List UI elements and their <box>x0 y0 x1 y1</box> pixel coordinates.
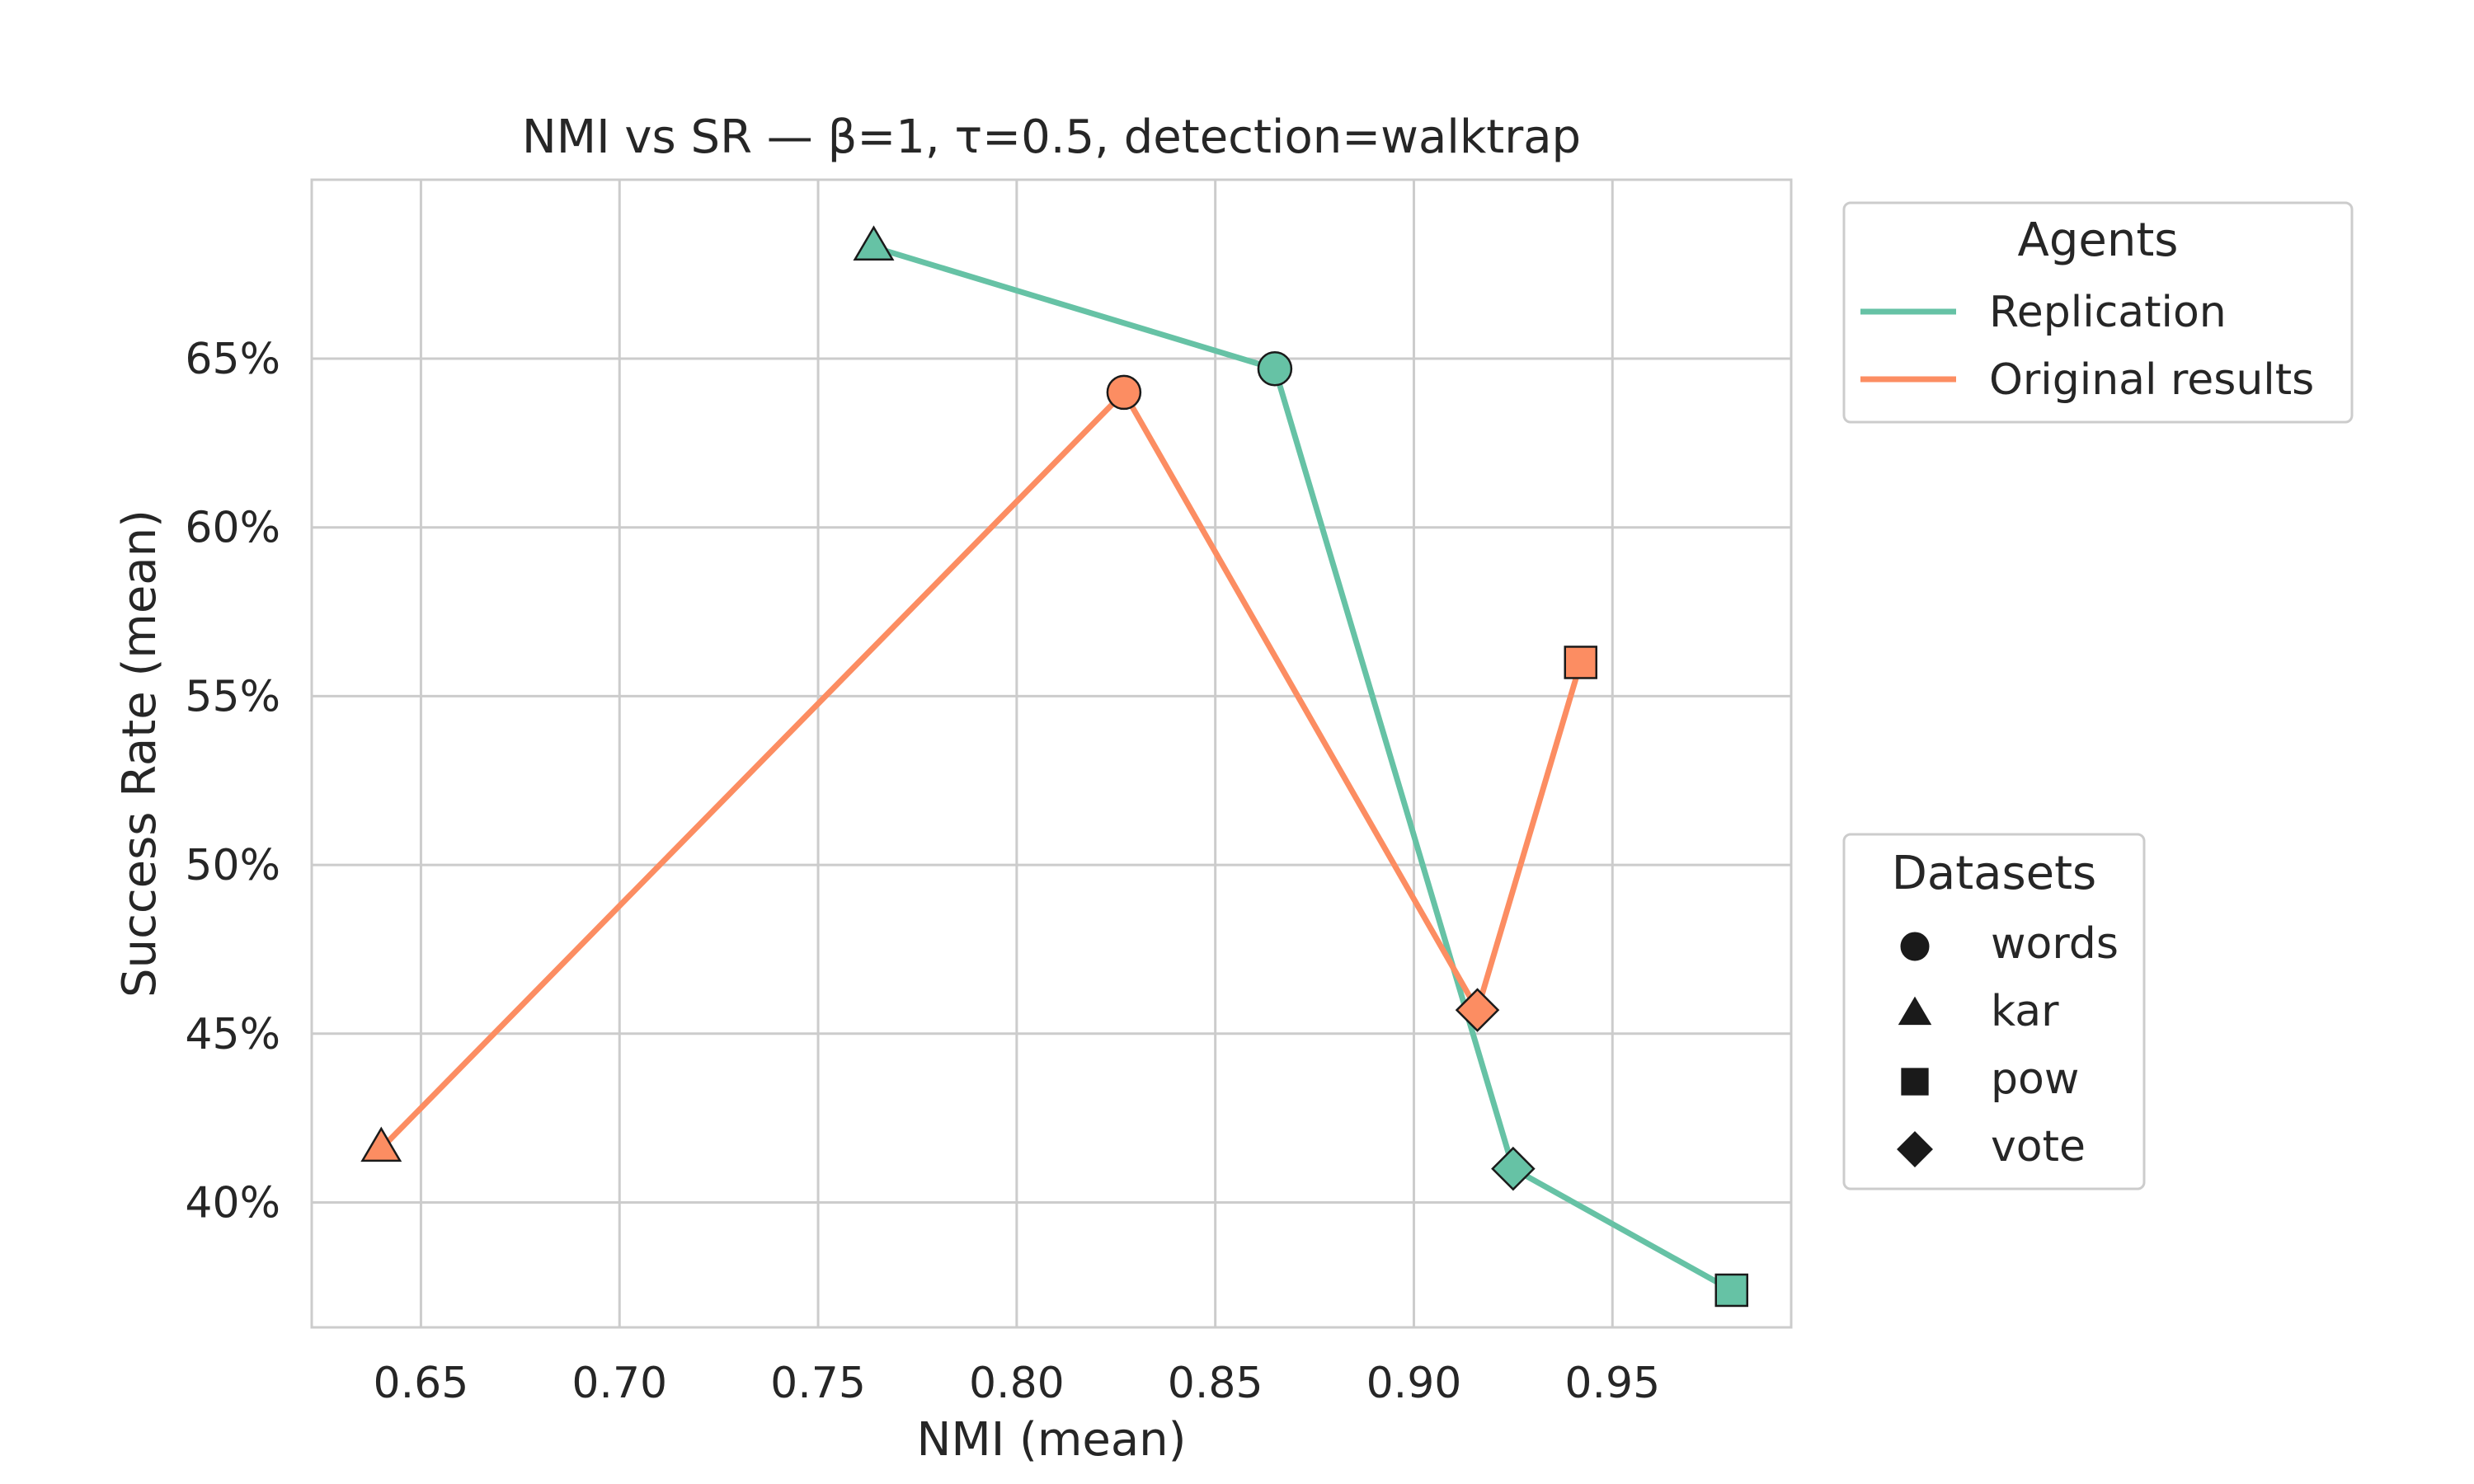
plot-frame <box>310 178 1793 1329</box>
y-tick-label: 45% <box>185 1010 280 1059</box>
y-tick-label: 40% <box>185 1179 280 1228</box>
x-tick-label: 0.80 <box>969 1359 1065 1408</box>
legend-datasets-label-vote: vote <box>1991 1122 2086 1172</box>
legend-marker-pow <box>1901 1068 1929 1096</box>
y-tick-label: 50% <box>185 841 280 890</box>
legend-datasets-title: Datasets <box>1892 847 2096 900</box>
legend-datasets-markers <box>1897 932 1933 1167</box>
y-tick-label: 60% <box>185 504 280 553</box>
chart-title: NMI vs SR — β=1, τ=0.5, detection=walktr… <box>522 110 1581 164</box>
x-tick-label: 0.90 <box>1366 1359 1462 1408</box>
x-tick-label: 0.65 <box>374 1359 469 1408</box>
x-tick-label: 0.85 <box>1168 1359 1263 1408</box>
x-tick-labels: 0.65 0.70 0.75 0.80 0.85 0.90 0.95 <box>374 1359 1661 1408</box>
y-tick-label: 65% <box>185 335 280 384</box>
point-replication-vote <box>1491 1146 1536 1191</box>
legend-marker-vote <box>1897 1131 1933 1167</box>
legend-datasets-label-kar: kar <box>1991 987 2059 1036</box>
y-tick-labels: 40% 45% 50% 55% 60% 65% <box>185 335 280 1228</box>
point-replication-kar <box>853 225 895 261</box>
legend-datasets: Datasets words kar pow vote <box>1842 833 2146 1190</box>
series-line-replication <box>870 244 1735 1294</box>
series-layer <box>360 225 1749 1308</box>
series-line-original-results <box>378 389 1584 1152</box>
point-replication-words <box>1257 351 1293 387</box>
legend-agents-box <box>1842 201 2354 424</box>
x-tick-label: 0.75 <box>770 1359 866 1408</box>
grid <box>312 180 1791 1327</box>
legend-agents-label-original: Original results <box>1989 355 2314 405</box>
point-replication-pow <box>1714 1273 1749 1308</box>
legend-agents-title: Agents <box>2018 214 2179 267</box>
legend-datasets-label-words: words <box>1991 919 2119 969</box>
point-original-results-pow <box>1564 646 1597 679</box>
point-original-results-kar <box>360 1126 402 1162</box>
point-original-results-vote <box>1455 988 1500 1032</box>
point-original-results-words <box>1106 374 1142 411</box>
y-axis-label: Success Rate (mean) <box>113 510 167 998</box>
legend-marker-kar <box>1898 996 1932 1026</box>
legend-datasets-label-pow: pow <box>1991 1054 2079 1104</box>
y-tick-label: 55% <box>185 672 280 721</box>
legend-datasets-box <box>1842 833 2146 1190</box>
legend-marker-words <box>1900 932 1930 961</box>
legend-agents-label-replication: Replication <box>1989 288 2227 337</box>
legend-agents: Agents Replication Original results <box>1842 201 2354 424</box>
plot-area <box>312 180 1791 1327</box>
x-tick-label: 0.95 <box>1564 1359 1660 1408</box>
x-tick-label: 0.70 <box>571 1359 667 1408</box>
x-axis-label: NMI (mean) <box>916 1413 1186 1467</box>
